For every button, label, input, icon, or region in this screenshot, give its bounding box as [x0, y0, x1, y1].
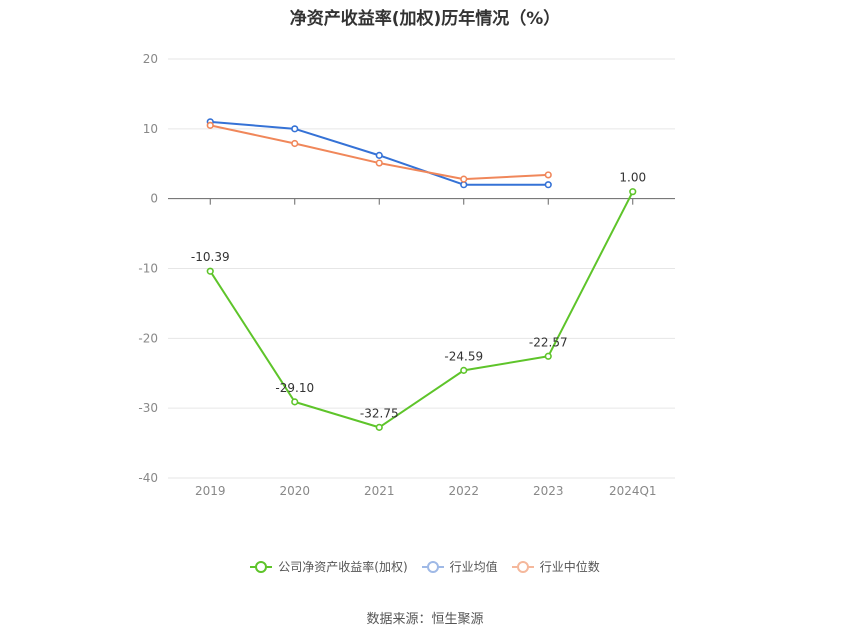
- x-axis: 2019 2020 2021 2022 2023 2024Q1: [168, 198, 675, 498]
- data-point: [291, 398, 299, 406]
- data-point: [544, 181, 552, 189]
- legend-item-company-roe[interactable]: 公司净资产收益率(加权): [250, 558, 408, 575]
- data-point: [629, 188, 637, 196]
- y-tick-label: -20: [138, 331, 158, 345]
- grid: 20 10 0 -10 -20 -30 -40: [138, 52, 675, 485]
- data-label: -22.57: [529, 335, 568, 349]
- data-point: [375, 159, 383, 167]
- data-point: [460, 181, 468, 189]
- legend-label: 行业中位数: [539, 560, 600, 574]
- x-tick-label: 2023: [533, 484, 564, 498]
- data-label: -32.75: [360, 406, 399, 420]
- data-label: -10.39: [191, 250, 230, 264]
- legend-item-industry-median[interactable]: 行业中位数: [511, 558, 600, 575]
- legend: 公司净资产收益率(加权) 行业均值 行业中位数: [0, 558, 850, 575]
- x-tick-label: 2022: [448, 484, 479, 498]
- data-point: [544, 171, 552, 179]
- data-label: 1.00: [619, 171, 646, 185]
- data-point: [291, 139, 299, 148]
- data-point: [460, 366, 468, 374]
- x-tick-label: 2019: [195, 484, 226, 498]
- data-point: [460, 175, 468, 183]
- y-tick-label: 10: [143, 122, 158, 136]
- x-tick-label: 2021: [364, 484, 395, 498]
- data-source: 数据来源：恒生聚源: [366, 612, 484, 627]
- x-tick-label: 2024Q1: [609, 484, 657, 498]
- data-point: [206, 267, 214, 275]
- legend-label: 行业均值: [449, 560, 498, 574]
- y-tick-label: 0: [150, 192, 158, 206]
- data-label: -29.10: [275, 381, 314, 395]
- y-tick-label: -40: [138, 471, 158, 485]
- x-tick-label: 2020: [279, 484, 310, 498]
- data-point: [206, 121, 214, 129]
- legend-marker-icon: [421, 560, 444, 574]
- data-point: [291, 125, 299, 133]
- y-tick-label: -10: [138, 262, 158, 276]
- data-point: [375, 151, 383, 159]
- y-tick-label: 20: [143, 52, 158, 66]
- chart-title: 净资产收益率(加权)历年情况（%）: [289, 9, 561, 29]
- data-point: [375, 423, 383, 431]
- data-labels: -10.39 -29.10 -32.75 -24.59 -22.57 1.00: [191, 171, 646, 421]
- legend-marker-icon: [250, 560, 273, 574]
- legend-label: 公司净资产收益率(加权): [278, 560, 408, 574]
- legend-item-industry-mean[interactable]: 行业均值: [421, 558, 498, 575]
- data-point: [544, 352, 552, 360]
- legend-marker-icon: [511, 560, 534, 574]
- data-label: -24.59: [444, 349, 483, 363]
- y-tick-label: -30: [138, 401, 158, 415]
- series-line: [209, 191, 634, 429]
- series-layer: [206, 118, 637, 431]
